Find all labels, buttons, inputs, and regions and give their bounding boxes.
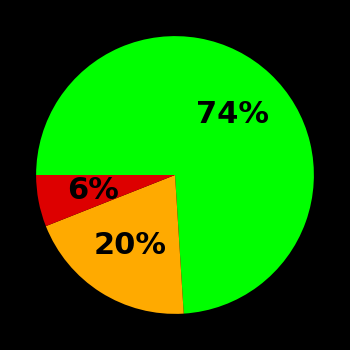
Wedge shape [36, 36, 314, 314]
Wedge shape [36, 175, 175, 226]
Text: 20%: 20% [94, 231, 167, 260]
Text: 74%: 74% [196, 100, 268, 129]
Wedge shape [46, 175, 184, 314]
Text: 6%: 6% [67, 176, 119, 205]
